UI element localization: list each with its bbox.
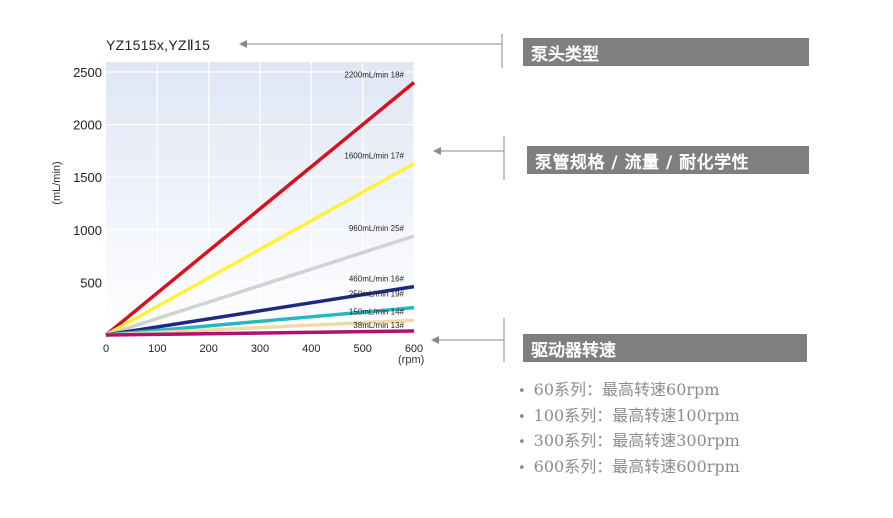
x-tick-label: 200: [199, 343, 217, 355]
series-line: [105, 305, 415, 337]
series-label: 38mL/min 13#: [353, 321, 404, 330]
drive-speed-label: 驱动器转速: [531, 340, 616, 361]
series-label: 960mL/min 25#: [349, 224, 405, 233]
x-axis-label: (rpm): [398, 354, 425, 366]
series-labels: 2200mL/min 18# 1600mL/min 17# 960mL/min 25…: [344, 71, 404, 330]
x-tick-label: 500: [353, 343, 371, 355]
series-label: 2200mL/min 18#: [344, 71, 404, 80]
pump-head-type-callout: 泵头类型: [523, 38, 809, 66]
series-line: [105, 284, 415, 337]
series-group: [104, 81, 416, 337]
y-tick-label: 1500: [73, 170, 102, 185]
tube-spec-label: 泵管规格 / 流量 / 耐化学性: [535, 152, 750, 173]
series-line: [105, 234, 415, 337]
series-label: 1600mL/min 17#: [344, 152, 404, 161]
series-line: [105, 329, 415, 337]
y-tick-label: 500: [80, 275, 102, 290]
tick-labels: 0 100 200 300 400 500 600 500 1000 1500 2000 2500: [73, 65, 423, 355]
series-label: 150mL/min 14#: [349, 307, 405, 316]
pump-model-label: YZ1515x,YZⅡ15: [106, 37, 211, 53]
tube-spec-callout: 泵管规格 / 流量 / 耐化学性: [527, 146, 809, 174]
series-label: 460mL/min 16#: [349, 275, 405, 284]
callout-arrows: [239, 34, 505, 362]
y-tick-label: 2000: [73, 118, 102, 133]
pump-head-type-label: 泵头类型: [531, 44, 599, 65]
x-tick-label: 600: [405, 343, 423, 355]
speed-list-item: 300系列：最高转速300rpm: [518, 429, 740, 455]
y-tick-label: 1000: [73, 223, 102, 238]
series-line: [105, 161, 415, 337]
speed-list-item: 60系列：最高转速60rpm: [518, 378, 740, 404]
series-line: [105, 318, 415, 337]
drive-speed-callout: 驱动器转速: [523, 334, 807, 362]
series-label: 250mL/min 19#: [349, 290, 405, 299]
speed-list-item: 100系列：最高转速100rpm: [518, 404, 740, 430]
drive-speed-list: 60系列：最高转速60rpm 100系列：最高转速100rpm 300系列：最高…: [518, 378, 740, 480]
x-tick-label: 100: [148, 343, 166, 355]
y-axis-label: (mL/min): [51, 161, 63, 204]
series-line: [104, 81, 416, 337]
x-tick-label: 300: [251, 343, 269, 355]
y-tick-label: 2500: [73, 65, 102, 80]
speed-list-item: 600系列：最高转速600rpm: [518, 455, 740, 481]
x-tick-label: 400: [302, 343, 320, 355]
x-tick-label: 0: [103, 343, 109, 355]
